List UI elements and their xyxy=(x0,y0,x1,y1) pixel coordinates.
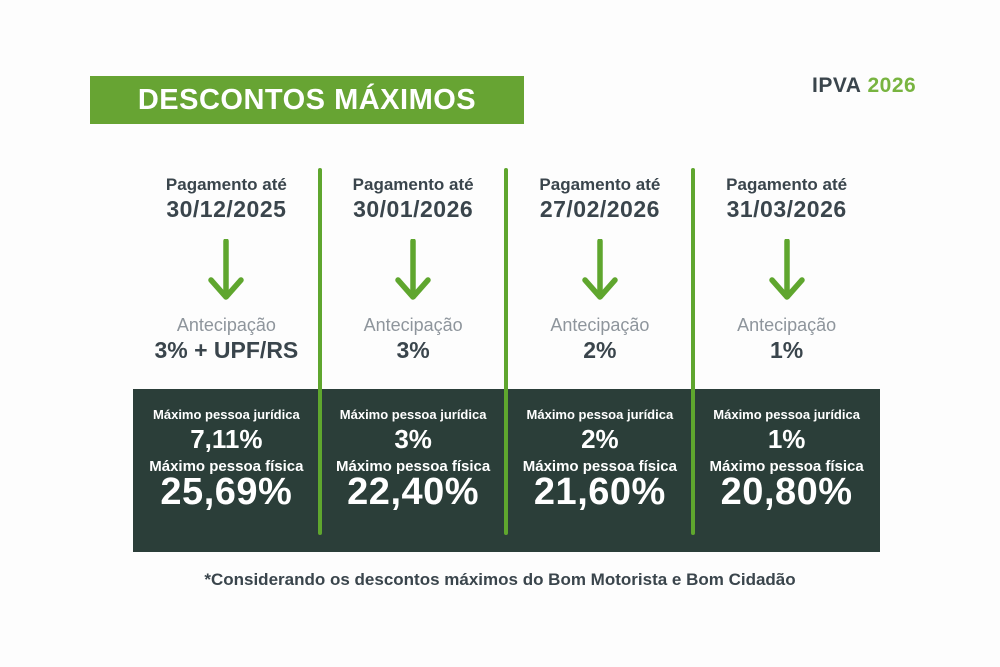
pessoa-fisica-value: 22,40% xyxy=(347,471,480,513)
footnote: *Considerando os descontos máximos do Bo… xyxy=(204,570,796,589)
pessoa-juridica-label: Máximo pessoa jurídica xyxy=(339,407,487,422)
discount-column: Pagamento até 30/12/2025 Antecipação 3% … xyxy=(133,165,320,555)
pessoa-juridica-label: Máximo pessoa jurídica xyxy=(713,407,860,422)
column-divider xyxy=(318,168,322,535)
payment-deadline-date: 27/02/2026 xyxy=(539,196,660,222)
payment-deadline-date: 30/12/2025 xyxy=(166,196,287,222)
discount-column: Pagamento até 30/01/2026 Antecipação 3% … xyxy=(320,165,507,555)
ipva-brand: IPVA 2026 xyxy=(812,74,916,98)
payment-deadline-label: Pagamento até xyxy=(726,175,848,194)
antecipacao-label: Antecipação xyxy=(550,315,650,335)
down-arrow-icon xyxy=(693,238,880,309)
pessoa-juridica-label: Máximo pessoa jurídica xyxy=(526,407,674,422)
pessoa-fisica-value: 25,69% xyxy=(160,471,293,513)
column-divider xyxy=(504,168,508,535)
discount-columns: Pagamento até 30/12/2025 Antecipação 3% … xyxy=(133,165,880,555)
title-banner: DESCONTOS MÁXIMOS xyxy=(90,76,524,124)
pessoa-fisica-value: 21,60% xyxy=(533,471,666,513)
pessoa-juridica-value: 1% xyxy=(767,424,806,454)
pessoa-fisica-label: Máximo pessoa física xyxy=(522,458,677,475)
payment-deadline-date: 31/03/2026 xyxy=(726,196,847,222)
discount-column: Pagamento até 27/02/2026 Antecipação 2% … xyxy=(507,165,694,555)
down-arrow-icon xyxy=(507,238,694,309)
column-divider xyxy=(691,168,695,535)
payment-deadline-label: Pagamento até xyxy=(165,175,287,194)
pessoa-fisica-label: Máximo pessoa física xyxy=(709,458,864,475)
antecipacao-label: Antecipação xyxy=(176,315,276,335)
antecipacao-label: Antecipação xyxy=(737,315,837,335)
payment-deadline-date: 30/01/2026 xyxy=(353,196,474,222)
pessoa-juridica-value: 3% xyxy=(394,424,432,454)
payment-deadline-label: Pagamento até xyxy=(539,175,661,194)
discount-column: Pagamento até 31/03/2026 Antecipação 1% … xyxy=(693,165,880,555)
pessoa-fisica-label: Máximo pessoa física xyxy=(149,458,304,475)
pessoa-fisica-label: Máximo pessoa física xyxy=(336,458,491,475)
pessoa-juridica-value: 7,11% xyxy=(190,424,263,454)
down-arrow-icon xyxy=(133,238,320,309)
pessoa-juridica-value: 2% xyxy=(581,424,619,454)
antecipacao-value: 3% xyxy=(396,337,430,363)
payment-deadline-label: Pagamento até xyxy=(352,175,474,194)
down-arrow-icon xyxy=(320,238,507,309)
antecipacao-value: 3% + UPF/RS xyxy=(154,337,299,363)
antecipacao-value: 1% xyxy=(770,337,804,363)
antecipacao-value: 2% xyxy=(583,337,617,363)
brand-name: IPVA xyxy=(812,74,862,97)
page-title: DESCONTOS MÁXIMOS xyxy=(137,83,477,116)
antecipacao-label: Antecipação xyxy=(363,315,463,335)
pessoa-fisica-value: 20,80% xyxy=(720,471,853,513)
brand-year: 2026 xyxy=(867,74,917,97)
pessoa-juridica-label: Máximo pessoa jurídica xyxy=(153,407,300,422)
